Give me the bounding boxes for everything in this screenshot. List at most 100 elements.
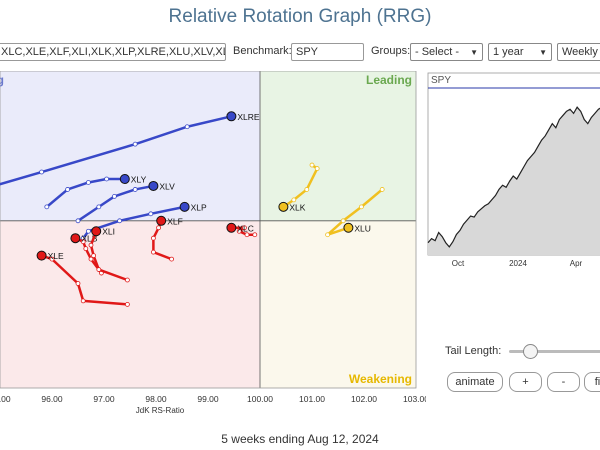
series-xlb: XLB: [70, 233, 104, 276]
tail-point-xlk: [304, 187, 310, 192]
tail-point-xlu: [379, 187, 385, 192]
weakening-quadrant: [260, 220, 416, 388]
head-point-xlre: [226, 111, 237, 122]
tail-point-xlf: [150, 235, 156, 241]
quadrant-label-improving: Improving: [0, 73, 4, 87]
tail-point-xli: [88, 242, 94, 248]
tail-point-xlv: [132, 187, 138, 192]
tail-point-xlu: [358, 204, 364, 210]
series-xlv: XLV: [75, 180, 175, 224]
tail-point-xli: [96, 267, 102, 272]
tail-point-xly: [65, 187, 70, 192]
animate-button[interactable]: animate: [447, 372, 503, 392]
x-axis-label: JdK RS-Ratio: [136, 406, 185, 415]
tail-point-xlf: [150, 249, 156, 255]
mini-chart-title: SPY: [431, 75, 451, 86]
zoom-out-button[interactable]: -: [547, 372, 580, 392]
series-xle: XLE: [36, 250, 130, 307]
groups-select[interactable]: - Select - ▼: [410, 43, 483, 61]
x-tick-label: 101.00: [299, 394, 325, 404]
groups-label: Groups:: [371, 45, 411, 57]
rrg-chart[interactable]: Leading Weakening Improving XLRE XLY XLV XLP XL…: [0, 71, 426, 421]
tail-point-xlf: [169, 256, 175, 262]
series-xlk: XLK: [278, 162, 320, 212]
head-point-xlu: [343, 222, 354, 233]
period-select[interactable]: 1 year ▼: [488, 43, 552, 61]
tail-point-xlv: [75, 218, 81, 224]
series-xlu: XLU: [325, 187, 385, 238]
head-point-xlk: [278, 201, 289, 212]
x-tick-label: 102.00: [351, 394, 377, 404]
series-xlre: XLRE: [0, 111, 260, 186]
x-tick-label: 97.00: [93, 394, 115, 404]
tail-point-xlre: [39, 169, 44, 175]
tail-length-slider-handle[interactable]: [523, 344, 538, 359]
tail-point-xlre: [184, 124, 190, 130]
tail-point-xlk: [314, 166, 320, 171]
series-label-xlp: XLP: [191, 202, 207, 212]
tail-length-label: Tail Length:: [445, 345, 502, 357]
tail-point-xlc: [252, 232, 258, 238]
mini-x-tick-label: Apr: [570, 259, 583, 268]
mini-x-tick-label: 2024: [509, 259, 527, 268]
tail-point-xle: [80, 298, 86, 304]
frequency-select-value: Weekly: [562, 46, 598, 58]
series-label-xly: XLY: [131, 174, 147, 184]
controls-bar: XLC,XLE,XLF,XLI,XLK,XLP,XLRE,XLU,XLV,XLY…: [0, 43, 600, 65]
head-point-xly: [119, 173, 130, 184]
tail-point-xle: [125, 301, 130, 307]
x-tick-label: 99.00: [197, 394, 219, 404]
footer-date: 5 weeks ending Aug 12, 2024: [221, 432, 379, 446]
head-point-xli: [91, 226, 102, 237]
spy-area: [428, 107, 600, 255]
mini-x-tick-label: Oct: [452, 259, 465, 268]
tail-point-xle: [75, 281, 81, 286]
tail-point-xlc: [244, 232, 250, 238]
series-label-xlre: XLRE: [237, 112, 260, 122]
tail-point-xle: [49, 256, 55, 262]
x-tick-label: 95.00: [0, 394, 11, 404]
series-label-xlv: XLV: [159, 181, 175, 191]
quadrant-label-weakening: Weakening: [349, 372, 412, 386]
series-label-xlk: XLK: [289, 202, 305, 212]
series-xli: XLI: [88, 226, 130, 283]
series-label-xlu: XLU: [354, 223, 371, 233]
series-xlp: XLP: [80, 201, 207, 241]
tail-point-xlk: [291, 197, 297, 203]
page-title: Relative Rotation Graph (RRG): [168, 6, 432, 27]
series-label-xlb: XLB: [81, 234, 97, 244]
spy-benchmark-chart: SPY Oct 2024 Apr: [427, 72, 600, 268]
tail-point-xlv: [112, 194, 117, 199]
quadrant-label-leading: Leading: [366, 73, 412, 87]
series-label-xli: XLI: [102, 227, 115, 237]
chevron-down-icon: ▼: [470, 47, 478, 57]
tail-point-xlu: [340, 218, 346, 224]
tail-length-slider-track[interactable]: [509, 350, 600, 353]
tail-point-xli: [91, 253, 96, 259]
tail-point-xlp: [148, 211, 154, 217]
series-xlf: XLF: [150, 215, 183, 262]
lagging-quadrant: [0, 220, 260, 388]
x-tick-label: 103.00: [403, 394, 426, 404]
zoom-in-button[interactable]: +: [509, 372, 542, 392]
frequency-select[interactable]: Weekly ▼: [557, 43, 600, 61]
tail-point-xlk: [309, 162, 315, 168]
fit-button[interactable]: fit: [584, 372, 600, 392]
tail-point-xlu: [325, 232, 331, 238]
tail-point-xlp: [86, 228, 91, 234]
head-point-xlf: [156, 215, 167, 226]
series-label-xlf: XLF: [167, 216, 183, 226]
head-point-xlc: [226, 222, 237, 233]
tail-point-xlb: [83, 246, 89, 252]
head-point-xle: [36, 250, 47, 261]
x-tick-label: 96.00: [41, 394, 63, 404]
head-point-xlb: [70, 233, 81, 244]
benchmark-input[interactable]: SPY: [291, 43, 364, 61]
period-select-value: 1 year: [493, 46, 524, 58]
leading-quadrant: [260, 71, 416, 221]
tail-point-xly: [86, 180, 91, 185]
head-point-xlv: [148, 180, 159, 191]
tail-point-xlc: [236, 228, 242, 234]
tail-point-xlb: [80, 239, 86, 245]
symbols-input[interactable]: XLC,XLE,XLF,XLI,XLK,XLP,XLRE,XLU,XLV,XLY: [0, 43, 226, 61]
